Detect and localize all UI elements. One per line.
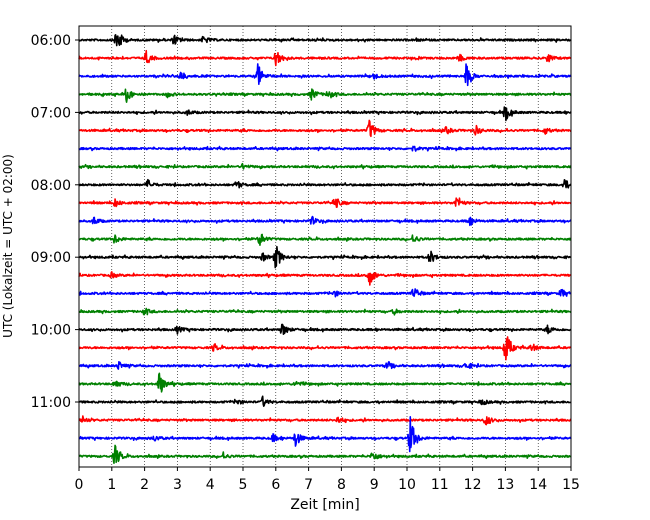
y-tick-label: 09:00 xyxy=(31,250,71,266)
x-tick-label: 14 xyxy=(529,477,547,493)
trace-row xyxy=(78,106,572,122)
trace-row xyxy=(78,233,572,246)
trace-row xyxy=(78,415,572,426)
x-tick-label: 2 xyxy=(140,477,149,493)
trace-row xyxy=(78,416,572,453)
trace-row xyxy=(78,372,572,393)
trace-row xyxy=(78,288,572,298)
trace-row xyxy=(78,49,572,67)
x-tick-label: 3 xyxy=(173,477,182,493)
x-tick-label: 13 xyxy=(496,477,514,493)
x-tick-label: 5 xyxy=(239,477,248,493)
trace-row xyxy=(78,88,572,103)
trace-row xyxy=(78,307,572,316)
y-axis-label: UTC (Lokalzeit = UTC + 02:00) xyxy=(1,154,15,338)
x-tick-label: 9 xyxy=(370,477,379,493)
x-tick-label: 0 xyxy=(75,477,84,493)
x-tick-label: 4 xyxy=(206,477,215,493)
seismic-traces xyxy=(78,34,572,464)
trace-row xyxy=(78,215,572,227)
trace-row xyxy=(78,271,572,286)
trace-row xyxy=(78,197,572,208)
trace-row xyxy=(78,145,572,152)
trace-row xyxy=(78,395,572,407)
trace-row xyxy=(78,162,572,170)
trace-row xyxy=(78,323,572,335)
x-tick-label: 7 xyxy=(304,477,313,493)
trace-row xyxy=(78,119,572,138)
y-tick-label: 11:00 xyxy=(31,395,71,411)
y-tick-label: 08:00 xyxy=(31,178,71,194)
trace-row xyxy=(78,360,572,370)
y-tick-label: 10:00 xyxy=(31,323,71,339)
y-tick-label: 07:00 xyxy=(31,105,71,121)
x-tick-label: 12 xyxy=(464,477,482,493)
x-tick-label: 10 xyxy=(398,477,416,493)
plot-frame xyxy=(78,25,572,468)
x-tick-label: 11 xyxy=(431,477,449,493)
x-tick-label: 6 xyxy=(271,477,280,493)
x-tick-label: 15 xyxy=(562,477,580,493)
trace-row xyxy=(78,63,572,87)
y-tick-label: 06:00 xyxy=(31,33,71,49)
y-axis-ticks: 06:00 07:00 08:00 09:00 10:00 11:00 xyxy=(31,33,79,411)
trace-row xyxy=(78,336,572,361)
trace-row xyxy=(78,34,572,47)
x-axis-label: Zeit [min] xyxy=(290,497,359,513)
x-axis-ticks: 0 1 2 3 4 5 6 7 8 9 10 11 12 13 14 15 xyxy=(75,467,580,493)
trace-row xyxy=(78,245,572,269)
trace-row xyxy=(78,444,572,464)
x-tick-label: 1 xyxy=(107,477,116,493)
trace-row xyxy=(78,178,572,189)
x-tick-label: 8 xyxy=(337,477,346,493)
